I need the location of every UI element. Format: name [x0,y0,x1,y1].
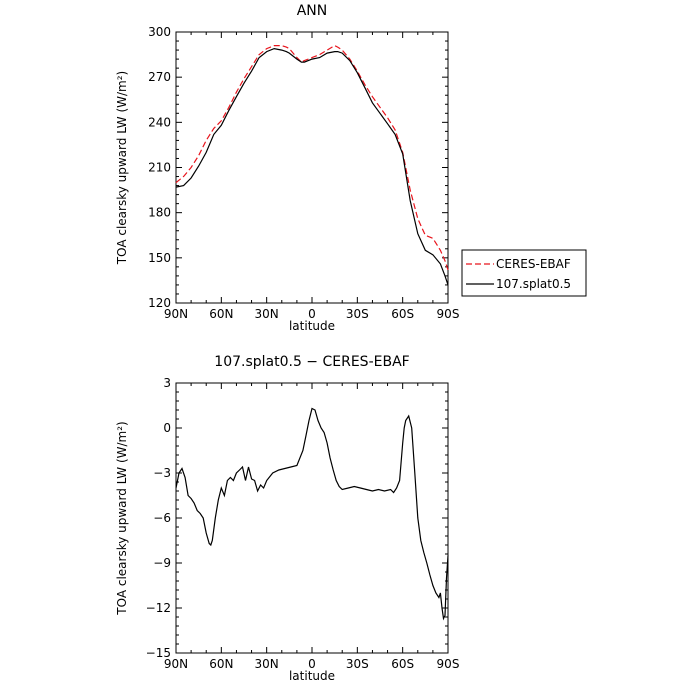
series-line-difference [175,407,449,621]
x-tick-label: 90S [437,657,460,671]
x-axis-label: latitude [289,319,335,333]
bottom-panel: 107.splat0.5 − CERES-EBAF 90N 60N 30N 0 30S 60… [115,354,459,683]
legend-box [461,249,587,297]
plot-frame [175,382,449,654]
y-tick-label: 240 [148,115,171,129]
x-tick-label: 30S [346,307,369,321]
y-tick-label: 300 [148,25,171,39]
y-tick-label: 210 [148,161,171,175]
x-tick-label: 0 [308,307,316,321]
y-tick-label: −12 [146,601,171,615]
legend-label: 107.splat0.5 [496,277,571,291]
y-tick-label: 270 [148,70,171,84]
y-axis-label: TOA clearsky upward LW (W/m²) [115,421,129,615]
y-axis-label: TOA clearsky upward LW (W/m²) [115,71,129,265]
x-tick-label: 90S [437,307,460,321]
y-tick-label: 120 [148,296,171,310]
chart-title: ANN [297,3,328,19]
x-tick-label: 90N [164,307,188,321]
plot-frame [175,31,449,304]
x-tick-label: 90N [164,657,188,671]
y-tick-label: −15 [146,646,171,660]
x-tick-label: 30N [255,307,279,321]
x-tick-label: 0 [308,657,316,671]
series-line-ceres-ebaf [175,44,449,271]
y-tick-label: 3 [163,376,171,390]
series-line-107-splat0-5 [175,47,449,286]
x-tick-label: 60N [209,657,233,671]
x-tick-label: 60S [391,307,414,321]
x-tick-label: 60S [391,657,414,671]
y-tick-label: −9 [153,556,171,570]
y-tick-label: −6 [153,511,171,525]
x-tick-label: 30S [346,657,369,671]
y-tick-label: −3 [153,466,171,480]
x-tick-label: 30N [255,657,279,671]
y-tick-label: 0 [163,421,171,435]
y-tick-label: 180 [148,206,171,220]
chart-title: 107.splat0.5 − CERES-EBAF [214,354,409,370]
top-panel: ANN 90N 60N 30N 0 30S 60S 90S 120 150 180 210 240 270… [115,3,587,333]
y-tick-label: 150 [148,251,171,265]
x-tick-label: 60N [209,307,233,321]
legend-label: CERES-EBAF [496,257,571,271]
x-axis-label: latitude [289,669,335,683]
